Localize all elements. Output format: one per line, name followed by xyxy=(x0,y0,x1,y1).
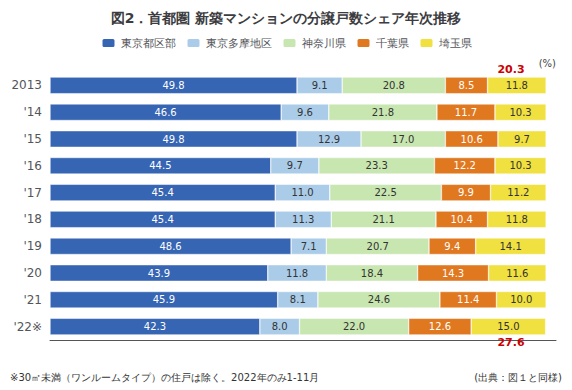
svg-text:7.1: 7.1 xyxy=(301,241,317,252)
svg-text:11.3: 11.3 xyxy=(292,214,314,225)
svg-text:24.6: 24.6 xyxy=(368,294,390,305)
svg-text:'20: '20 xyxy=(23,266,42,280)
svg-text:23.3: 23.3 xyxy=(366,160,388,171)
svg-text:20.8: 20.8 xyxy=(383,80,405,91)
svg-text:20.3: 20.3 xyxy=(497,63,524,76)
svg-text:48.6: 48.6 xyxy=(159,241,181,252)
svg-text:15.0: 15.0 xyxy=(497,321,519,332)
svg-text:45.4: 45.4 xyxy=(151,187,173,198)
svg-text:44.5: 44.5 xyxy=(149,160,171,171)
svg-text:11.8: 11.8 xyxy=(506,214,528,225)
svg-text:8.1: 8.1 xyxy=(290,294,306,305)
svg-text:東京都区部: 東京都区部 xyxy=(121,37,176,50)
svg-text:11.7: 11.7 xyxy=(455,107,477,118)
svg-text:'16: '16 xyxy=(23,159,42,173)
svg-text:'17: '17 xyxy=(23,186,42,200)
svg-text:18.4: 18.4 xyxy=(361,268,383,279)
svg-text:45.4: 45.4 xyxy=(151,214,173,225)
svg-text:17.0: 17.0 xyxy=(392,134,414,145)
svg-text:45.9: 45.9 xyxy=(153,294,175,305)
svg-text:11.2: 11.2 xyxy=(507,187,529,198)
svg-text:9.4: 9.4 xyxy=(444,241,460,252)
svg-text:20.7: 20.7 xyxy=(367,241,389,252)
svg-text:27.6: 27.6 xyxy=(497,336,524,349)
svg-text:図2．首都圏 新築マンションの分譲戸数シェア年次推移: 図2．首都圏 新築マンションの分譲戸数シェア年次推移 xyxy=(111,10,462,26)
svg-text:49.8: 49.8 xyxy=(162,80,184,91)
svg-text:9.9: 9.9 xyxy=(458,187,474,198)
svg-text:'21: '21 xyxy=(23,293,42,307)
svg-text:49.8: 49.8 xyxy=(162,134,184,145)
svg-text:11.8: 11.8 xyxy=(286,268,308,279)
svg-text:9.7: 9.7 xyxy=(287,160,303,171)
svg-text:10.4: 10.4 xyxy=(451,214,473,225)
svg-text:11.4: 11.4 xyxy=(457,294,479,305)
svg-text:10.3: 10.3 xyxy=(509,160,531,171)
svg-text:10.3: 10.3 xyxy=(509,107,531,118)
svg-text:9.7: 9.7 xyxy=(514,134,530,145)
svg-text:12.6: 12.6 xyxy=(429,321,451,332)
svg-text:12.2: 12.2 xyxy=(454,160,476,171)
svg-text:21.8: 21.8 xyxy=(372,107,394,118)
svg-text:'14: '14 xyxy=(23,105,42,119)
svg-text:東京多摩地区: 東京多摩地区 xyxy=(206,37,272,50)
svg-text:※30㎡未満（ワンルームタイプ）の住戸は除く。2022年のみ: ※30㎡未満（ワンルームタイプ）の住戸は除く。2022年のみ1-11月 xyxy=(10,372,319,383)
svg-text:14.3: 14.3 xyxy=(442,268,464,279)
svg-text:11.6: 11.6 xyxy=(506,268,528,279)
svg-text:9.6: 9.6 xyxy=(297,107,313,118)
svg-text:8.0: 8.0 xyxy=(272,321,288,332)
svg-text:46.6: 46.6 xyxy=(154,107,176,118)
svg-text:'18: '18 xyxy=(23,212,42,226)
svg-text:43.9: 43.9 xyxy=(148,268,170,279)
svg-text:2013: 2013 xyxy=(11,78,42,92)
svg-text:埼玉県: 埼玉県 xyxy=(438,37,472,50)
svg-text:'15: '15 xyxy=(23,132,42,146)
svg-text:22.0: 22.0 xyxy=(343,321,365,332)
svg-text:14.1: 14.1 xyxy=(499,241,521,252)
svg-text:神奈川県: 神奈川県 xyxy=(302,37,346,50)
svg-text:千葉県: 千葉県 xyxy=(376,37,409,50)
svg-text:42.3: 42.3 xyxy=(144,321,166,332)
svg-text:11.0: 11.0 xyxy=(291,187,313,198)
svg-text:22.5: 22.5 xyxy=(374,187,396,198)
svg-text:9.1: 9.1 xyxy=(312,80,328,91)
svg-text:(%): (%) xyxy=(539,58,556,69)
svg-text:8.5: 8.5 xyxy=(459,80,475,91)
svg-text:12.9: 12.9 xyxy=(318,134,340,145)
svg-text:'22※: '22※ xyxy=(13,320,42,334)
svg-text:(出典：図１と同様): (出典：図１と同様) xyxy=(474,372,562,383)
svg-text:'19: '19 xyxy=(23,239,42,253)
svg-text:21.1: 21.1 xyxy=(372,214,394,225)
svg-text:11.8: 11.8 xyxy=(506,80,528,91)
svg-text:10.0: 10.0 xyxy=(510,294,532,305)
svg-text:10.6: 10.6 xyxy=(461,134,483,145)
